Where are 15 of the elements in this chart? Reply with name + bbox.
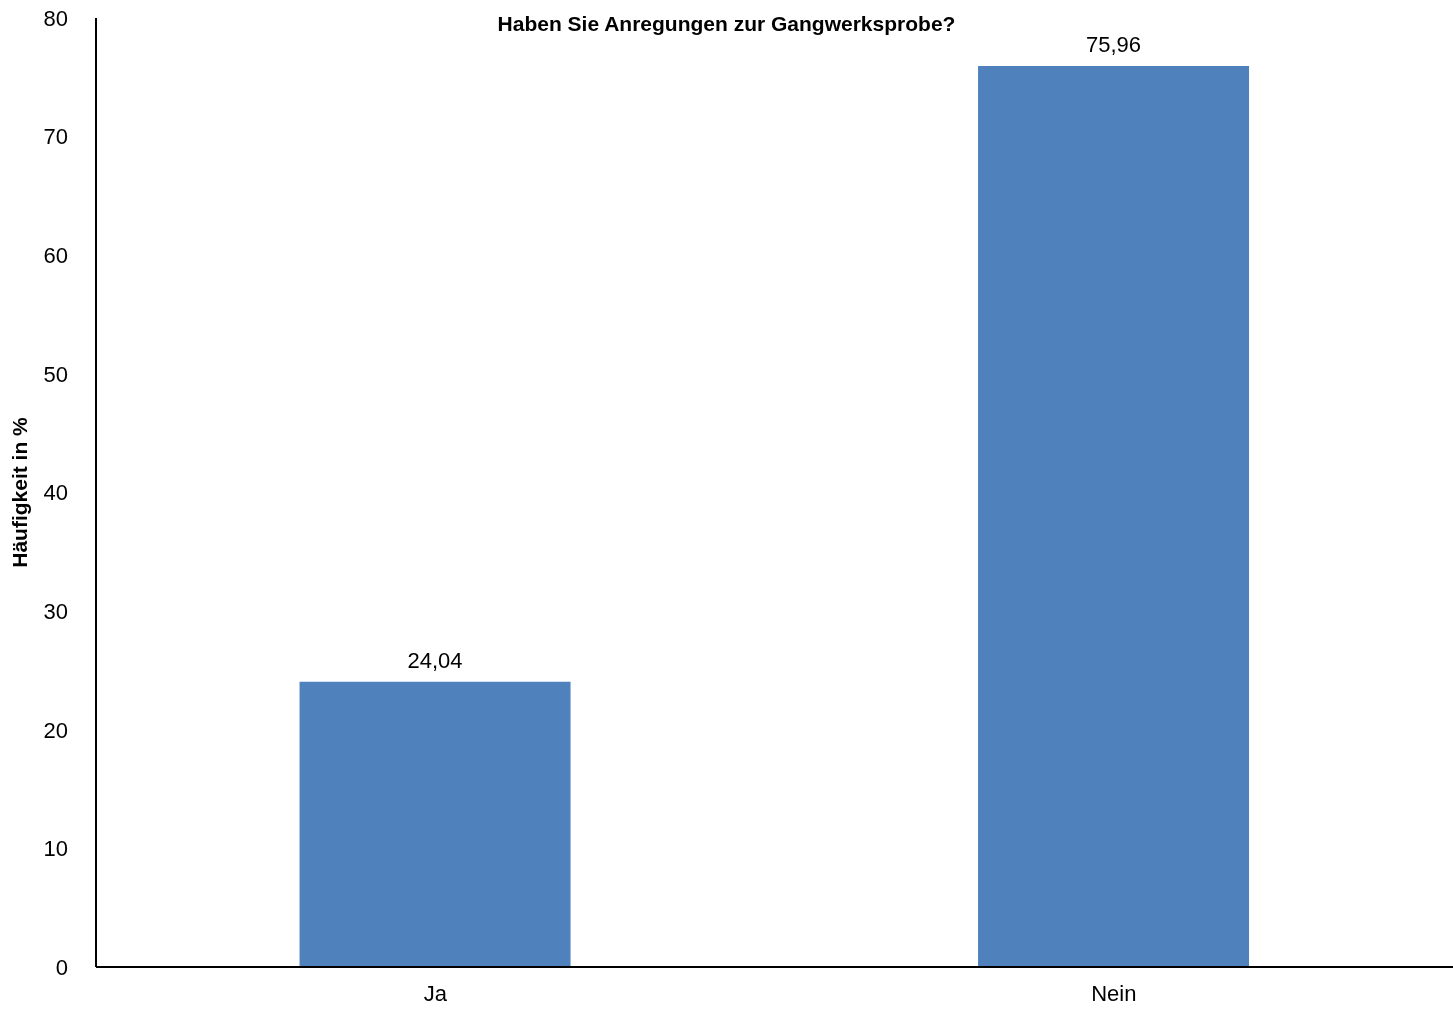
y-tick-label: 30 (43, 598, 68, 624)
x-tick-label: Nein (1091, 980, 1137, 1006)
y-tick-label: 50 (43, 361, 68, 387)
y-tick-label: 20 (43, 717, 68, 743)
data-label: 24,04 (407, 647, 463, 673)
y-tick-label: 0 (55, 954, 68, 980)
y-tick-label: 70 (43, 124, 68, 150)
chart-title: Haben Sie Anregungen zur Gangwerksprobe? (497, 12, 956, 35)
y-tick-label: 10 (43, 836, 68, 862)
y-axis-title: Häufigkeit in % (8, 416, 32, 568)
y-tick-label: 60 (43, 243, 68, 269)
y-tick-label: 40 (43, 480, 68, 506)
x-tick-label: Ja (423, 980, 448, 1006)
data-label: 75,96 (1086, 31, 1142, 57)
y-tick-label: 80 (43, 5, 68, 31)
